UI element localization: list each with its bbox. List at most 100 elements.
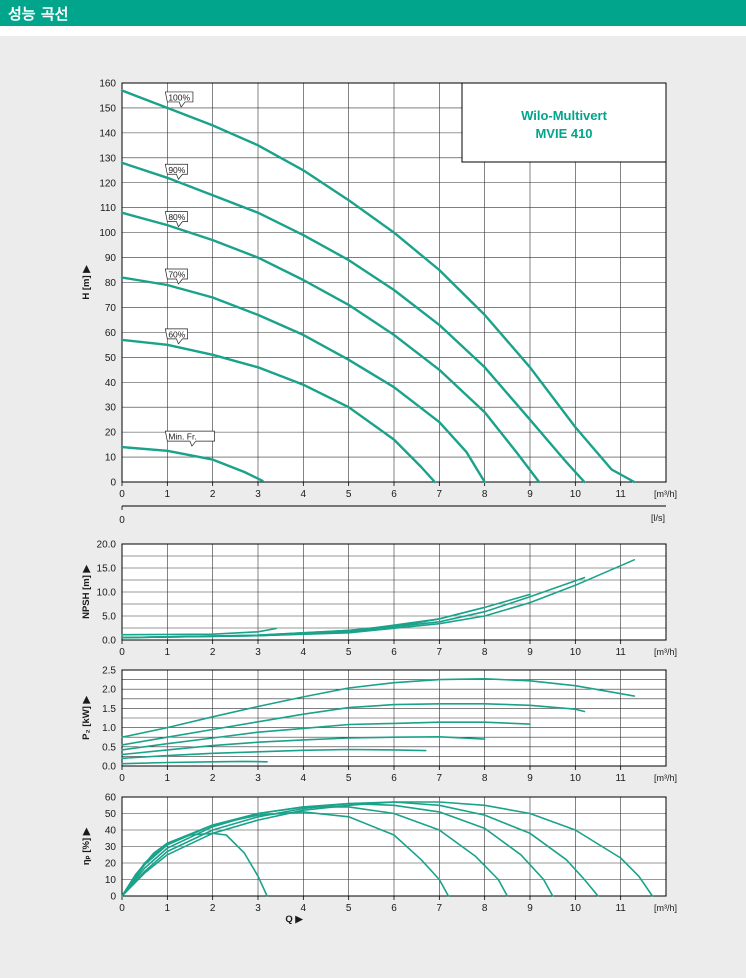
head-y-tick-label: 160 [99,79,116,90]
power-y-tick-label: 1.5 [102,704,116,715]
power-x-tick-label: 10 [570,773,582,784]
secondary-x-unit: [l/s] [651,513,665,523]
eff-y-tick-label: 10 [105,875,117,886]
head-y-tick-label: 60 [105,328,117,339]
eff-x-tick-label: 7 [437,903,443,914]
head-y-tick-label: 150 [99,103,116,114]
power-x-tick-label: 1 [165,773,171,784]
eff-y-tick-label: 20 [105,859,117,870]
head-y-tick-label: 140 [99,128,116,139]
power-x-tick-label: 7 [437,773,443,784]
header-bar: 성능 곡선 [0,0,746,26]
power-x-tick-label: 2 [210,773,216,784]
head-y-axis-label: H [m] ▶ [81,264,92,300]
npsh-y-tick-label: 0.0 [102,636,116,647]
speed-label: 90% [168,165,185,175]
eff-y-axis-label: ηₚ [%] ▶ [81,826,92,865]
npsh-x-tick-label: 10 [570,647,582,658]
head-x-tick-label: 3 [255,489,261,500]
npsh-x-tick-label: 2 [210,647,216,658]
power-series-line-3 [121,736,486,756]
eff-x-tick-label: 0 [119,903,125,914]
npsh-y-axis-label: NPSH [m] ▶ [81,563,92,618]
npsh-series-line-4 [121,620,427,639]
power-series-line-0 [121,678,636,738]
speed-label: 70% [168,269,185,279]
head-y-tick-label: 110 [100,203,116,214]
eff-x-tick-label: 9 [527,903,533,914]
npsh-y-tick-label: 20.0 [97,540,117,551]
head-x-tick-label: 8 [482,489,488,500]
eff-y-tick-label: 30 [105,842,117,853]
title-box [461,82,667,163]
head-series-line-2 [120,211,541,484]
eff-x-tick-label: 6 [391,903,397,914]
head-series-line-0 [120,89,636,484]
npsh-y-tick-label: 10.0 [97,588,117,599]
power-x-tick-label: 0 [119,773,125,784]
eff-y-tick-label: 60 [105,793,117,804]
head-series-line-5 [120,445,264,482]
speed-label-box [164,211,188,228]
power-y-tick-label: 2.5 [102,666,116,677]
head-y-tick-label: 70 [105,303,117,314]
npsh-x-tick-label: 6 [391,647,397,658]
head-x-tick-label: 10 [570,489,582,500]
speed-label-box [164,91,194,108]
power-y-tick-label: 0.5 [102,742,116,753]
npsh-x-unit: [m³/h] [654,647,677,657]
npsh-x-tick-label: 9 [527,647,533,658]
eff-series-line-5 [121,832,268,897]
head-x-tick-label: 2 [210,489,216,500]
head-y-tick-label: 40 [105,378,117,389]
npsh-x-tick-label: 1 [165,647,171,658]
npsh-x-tick-label: 5 [346,647,352,658]
power-x-unit: [m³/h] [654,773,677,783]
npsh-series-line-5 [121,627,277,636]
power-y-axis-label: P₂ [kW] ▶ [81,694,92,739]
eff-x-tick-label: 5 [346,903,352,914]
eff-x-tick-label: 10 [570,903,582,914]
speed-label-box [164,328,188,345]
eff-series-line-4 [121,811,450,897]
head-x-tick-label: 6 [391,489,397,500]
head-y-tick-label: 90 [105,253,117,264]
npsh-x-tick-label: 0 [119,647,125,658]
power-x-tick-label: 3 [255,773,261,784]
power-series-line-1 [121,703,586,746]
eff-y-tick-label: 0 [110,892,116,903]
speed-label-box [164,430,215,447]
head-y-tick-label: 10 [105,453,117,464]
power-x-tick-label: 4 [301,773,307,784]
eff-series-line-1 [121,801,599,897]
npsh-x-tick-label: 11 [615,647,626,658]
title-line-1: Wilo-Multivert [521,108,607,123]
page-title: 성능 곡선 [8,5,69,23]
head-x-tick-label: 1 [165,489,171,500]
head-y-tick-label: 0 [110,478,116,489]
speed-label-box [164,268,188,285]
power-y-tick-label: 0.0 [102,762,116,773]
npsh-x-tick-label: 8 [482,647,488,658]
secondary-x-tick-label: 0 [119,515,125,526]
head-y-tick-label: 100 [99,228,116,239]
head-x-tick-label: 0 [119,489,125,500]
head-y-tick-label: 50 [105,353,117,364]
speed-label: Min. Fr. [168,432,196,442]
head-y-tick-label: 130 [99,153,116,164]
eff-x-tick-label: 8 [482,903,488,914]
npsh-x-tick-label: 7 [437,647,443,658]
power-x-tick-label: 11 [615,773,626,784]
power-x-tick-label: 5 [346,773,352,784]
head-y-tick-label: 30 [105,403,117,414]
q-axis-label: Q ▶ [285,914,304,925]
head-y-tick-label: 120 [99,178,116,189]
power-series-line-5 [121,760,268,765]
power-series-line-2 [121,721,531,751]
npsh-x-tick-label: 3 [255,647,261,658]
eff-series-line-2 [121,802,554,897]
eff-x-tick-label: 4 [301,903,307,914]
head-x-tick-label: 7 [437,489,443,500]
speed-label-box [164,163,188,180]
